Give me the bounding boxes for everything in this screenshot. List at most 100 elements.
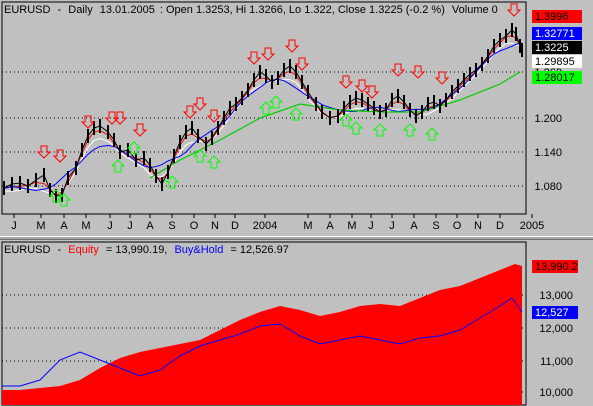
sell-arrow-icon (206, 109, 222, 123)
price-y-tick: 1.200 (534, 113, 562, 125)
volume-label: Volume 0 (452, 4, 498, 16)
price-badges: 1.3996 1.32771 1.3225 1.29895 1.28017 (532, 10, 582, 84)
sell-arrow-icon (364, 85, 380, 99)
equity-badge (532, 306, 578, 319)
price-x-axis: J M A M J J A S O N D 2004 M A M J J A S O N D 2005 (11, 214, 544, 232)
sell-arrow-icon (338, 75, 354, 89)
price-x-tick: 2004 (253, 220, 277, 232)
equity-chart: EURUSD - Equity = 13,990.19, Buy&Hold = … (1, 241, 578, 406)
equity-legend-label: Equity (68, 244, 99, 256)
sell-arrow-icon (192, 97, 208, 111)
sell-arrow-icon (80, 115, 96, 129)
equity-header: EURUSD - Equity = 13,990.19, Buy&Hold = … (4, 244, 289, 256)
period-label: Daily (68, 4, 93, 16)
price-badge-close (532, 41, 582, 54)
sell-arrow-icon (52, 149, 68, 163)
buy-arrow-icon (192, 149, 208, 163)
price-badge-ma-blue (532, 27, 582, 40)
price-x-tick: A (146, 220, 154, 232)
price-x-tick: A (60, 220, 68, 232)
sell-arrow-icon (506, 3, 522, 17)
equity-badge-text: 12,527 (535, 307, 569, 319)
price-x-tick: M (36, 220, 45, 232)
sell-arrow-icon (182, 105, 198, 119)
price-badge-lower-band (532, 55, 582, 68)
sell-arrow-icon (246, 51, 262, 65)
price-badge-text: 1.3996 (535, 11, 569, 23)
symbol-label: EURUSD (4, 4, 51, 16)
equity-series (2, 264, 523, 405)
ohlc-label: : Open 1.3253, Hi 1.3266, Lo 1.322, Clos… (160, 4, 445, 16)
price-badge-text: 1.28017 (535, 72, 575, 84)
equity-badges: 13,990.2 12,527 (532, 260, 578, 319)
sell-arrow-icon (104, 111, 120, 125)
price-chart: EURUSD - Daily 13.01.2005 : Open 1.3253,… (1, 1, 582, 232)
equity-y-tick: 10,000 (539, 387, 573, 399)
price-badge-text: 1.29895 (535, 56, 575, 68)
sell-arrow-icon (36, 145, 52, 159)
price-x-tick: N (474, 220, 482, 232)
buyhold-line (2, 297, 523, 387)
price-x-tick: 2005 (520, 220, 544, 232)
sell-arrow-icon (434, 71, 450, 85)
price-x-tick: M (81, 220, 90, 232)
buy-arrow-icon (288, 107, 304, 121)
sell-arrow-icon (294, 57, 310, 71)
buy-arrow-icon (372, 123, 388, 137)
price-x-tick: J (127, 220, 133, 232)
price-x-tick: A (326, 220, 334, 232)
price-x-tick: J (107, 220, 113, 232)
sell-arrow-icon (354, 79, 370, 93)
buy-arrow-icon (110, 159, 126, 173)
sell-arrow-icon (390, 63, 406, 77)
signal-arrows (36, 3, 522, 207)
equity-y-tick: 13,000 (539, 290, 573, 302)
sell-arrow-icon (132, 123, 148, 137)
sell-arrow-icon (284, 39, 300, 53)
equity-y-tick: 12,000 (539, 323, 573, 335)
buy-arrow-icon (258, 101, 274, 115)
price-series (3, 23, 523, 203)
equity-y-axis: 13,000 12,000 11,000 10,000 (539, 290, 573, 399)
buy-arrow-icon (126, 141, 142, 155)
buy-arrow-icon (338, 113, 354, 127)
buy-arrow-icon (206, 155, 222, 169)
price-badge-ma-green (532, 71, 582, 84)
price-x-tick: O (453, 220, 462, 232)
buyhold-legend-value: = 12,526.97 (230, 244, 288, 256)
price-x-tick: J (368, 220, 374, 232)
price-badge-text: 1.3225 (535, 42, 569, 54)
equity-area (2, 264, 522, 405)
buy-arrow-icon (424, 127, 440, 141)
price-plot-frame (1, 1, 527, 215)
buyhold-legend-label: Buy&Hold (174, 244, 223, 256)
price-x-tick: D (231, 220, 239, 232)
price-x-tick: D (496, 220, 504, 232)
price-x-tick: J (389, 220, 395, 232)
sell-arrow-icon (112, 111, 128, 125)
price-x-tick: M (303, 220, 312, 232)
price-line (3, 29, 523, 197)
price-x-tick: O (190, 220, 199, 232)
price-chart-pane[interactable]: EURUSD - Daily 13.01.2005 : Open 1.3253,… (0, 0, 593, 236)
price-y-tick: 1.140 (534, 147, 562, 159)
price-header: EURUSD - Daily 13.01.2005 : Open 1.3253,… (4, 4, 498, 16)
buy-arrow-icon (56, 193, 72, 207)
sell-arrow-icon (260, 47, 276, 61)
price-x-tick: J (11, 220, 17, 232)
equity-y-tick: 11,000 (540, 356, 573, 368)
equity-symbol-label: EURUSD (4, 244, 51, 256)
price-x-tick: S (168, 220, 175, 232)
price-x-tick: S (432, 220, 439, 232)
date-label: 13.01.2005 (100, 4, 155, 16)
pane-splitter[interactable] (0, 236, 593, 240)
price-x-tick: A (410, 220, 418, 232)
price-x-tick: N (211, 220, 219, 232)
buy-arrow-icon (164, 175, 180, 189)
equity-chart-pane[interactable]: EURUSD - Equity = 13,990.19, Buy&Hold = … (0, 240, 593, 406)
buy-arrow-icon (402, 123, 418, 137)
price-badge-upper-band (532, 10, 582, 23)
price-x-tick: M (347, 220, 356, 232)
equity-badge (532, 260, 578, 273)
